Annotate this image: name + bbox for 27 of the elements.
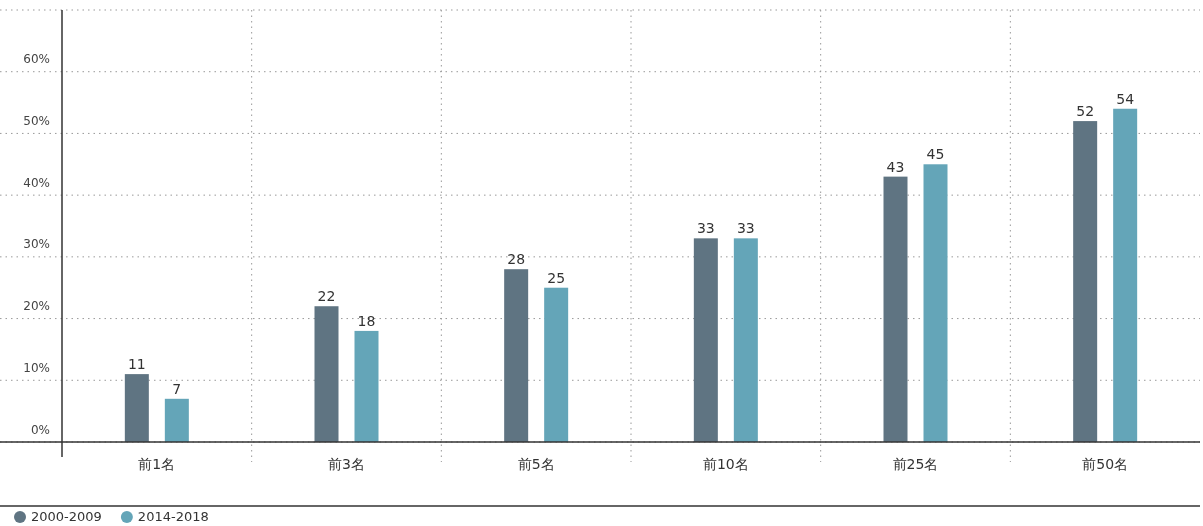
y-tick-label: 60% [23,52,50,67]
x-tick-label: 前50名 [1082,456,1129,472]
y-tick-label: 0% [30,422,50,437]
data-label: 52 [1076,103,1095,120]
x-tick-label: 前3名 [328,456,365,472]
y-tick-label: 50% [23,113,50,128]
data-label: 33 [736,220,755,237]
data-label: 25 [547,269,566,286]
data-label: 45 [926,146,945,163]
x-tick-label: 前5名 [517,456,555,472]
data-label: 22 [317,288,336,305]
x-tick-label: 前10名 [702,456,749,472]
x-tick-label: 前1名 [138,456,176,472]
y-tick-label: 30% [23,237,50,252]
data-label: 54 [1116,90,1135,107]
data-label: 7 [172,380,182,397]
y-tick-label: 40% [23,175,50,190]
legend-label: 2014-2018 [137,508,209,524]
y-tick-label: 10% [23,360,50,375]
legend-label: 2000-2009 [31,508,102,524]
data-label: 43 [886,158,905,175]
data-label: 33 [696,220,715,237]
data-label: 28 [507,251,526,268]
data-label: 18 [357,312,376,329]
data-label: 11 [127,356,146,373]
x-tick-label: 前25名 [892,456,939,472]
y-tick-label: 20% [23,299,50,314]
